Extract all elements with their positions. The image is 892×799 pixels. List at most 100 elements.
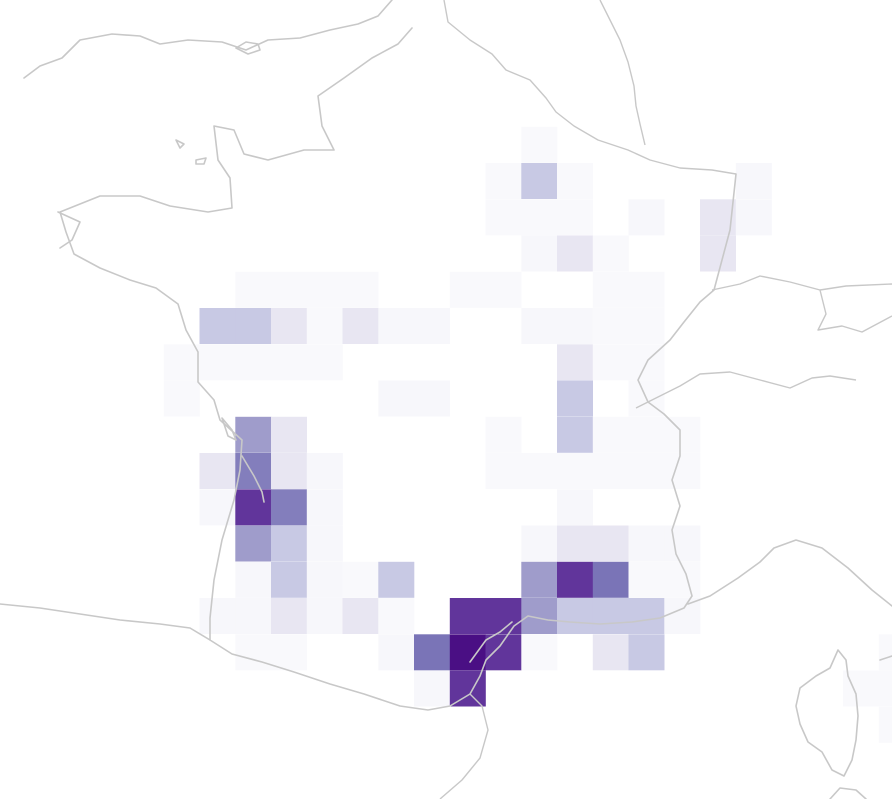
- heatmap-cell: [449, 634, 486, 671]
- heatmap-cell: [878, 670, 892, 707]
- border-austria: [817, 289, 892, 333]
- coastline-oleron: [221, 417, 237, 441]
- heatmap-cell: [235, 308, 272, 344]
- heatmap-cell: [378, 598, 415, 634]
- heatmap-cell: [557, 453, 593, 489]
- heatmap-cell: [235, 561, 272, 598]
- coastline-spain: [0, 603, 211, 641]
- heatmap-cell: [628, 561, 665, 598]
- heatmap-cell: [521, 525, 558, 562]
- heatmap-cell: [592, 344, 629, 381]
- heatmap-cell: [700, 235, 736, 272]
- heatmap-cell: [306, 525, 343, 562]
- heatmap-cell: [521, 453, 558, 489]
- heatmap-cell: [521, 126, 558, 163]
- heatmap-cell: [592, 634, 629, 671]
- heatmap-cell: [414, 670, 450, 707]
- heatmap-cell: [592, 235, 629, 272]
- heatmap-cell: [664, 416, 701, 453]
- heatmap-cell: [414, 380, 450, 417]
- heatmap-cell: [664, 525, 701, 562]
- heatmap-cell: [199, 308, 236, 344]
- border-belgium-germany: [599, 0, 646, 146]
- heatmap-cell: [378, 308, 415, 344]
- heatmap-cell: [342, 308, 379, 344]
- heatmap-cell: [628, 453, 665, 489]
- heatmap-cell: [628, 271, 665, 308]
- heatmap-cell: [521, 561, 558, 598]
- coastline-france: [59, 27, 737, 711]
- heatmap-cell: [235, 271, 272, 308]
- heatmap-cell: [557, 199, 593, 236]
- heatmap-cell: [557, 489, 593, 526]
- heatmap-cell: [628, 598, 665, 634]
- heatmap-cell: [271, 271, 307, 308]
- border-north: [443, 0, 737, 175]
- heatmap-cell: [485, 416, 522, 453]
- heatmap-cell: [557, 308, 593, 344]
- heatmap-cell: [163, 344, 200, 381]
- coastline-isle-of-wight: [235, 41, 261, 55]
- coastline-brittany-detail: [57, 211, 81, 249]
- heatmap-cell: [557, 561, 593, 598]
- heatmap-cell: [521, 308, 558, 344]
- heatmap-cell: [521, 163, 558, 199]
- heatmap-cell: [271, 489, 307, 526]
- heatmap-cell: [271, 561, 307, 598]
- border-switzerland-south: [635, 371, 857, 409]
- heatmap-cell: [485, 163, 522, 199]
- heatmap-cell: [735, 199, 772, 236]
- heatmap-cell: [235, 598, 272, 634]
- heatmap-cell: [628, 634, 665, 671]
- heatmap-cell: [342, 271, 379, 308]
- heatmap-cell: [557, 598, 593, 634]
- heatmap-cell: [628, 525, 665, 562]
- heatmap-cell: [235, 416, 272, 453]
- heatmap-cell: [271, 308, 307, 344]
- heatmap-cell: [199, 344, 236, 381]
- heatmap-cell: [271, 416, 307, 453]
- coastline-italy-south: [879, 655, 892, 661]
- heatmap-cell: [449, 271, 486, 308]
- heatmap-cell: [878, 634, 892, 671]
- border-spain-mediterranean: [439, 693, 489, 799]
- heatmap-cell: [378, 634, 415, 671]
- heatmap-cell: [735, 163, 772, 199]
- heatmap-cell: [378, 561, 415, 598]
- heatmap-cell: [414, 308, 450, 344]
- coastline-italy: [687, 539, 892, 607]
- heatmap-cell: [521, 235, 558, 272]
- heatmap-cell: [235, 634, 272, 671]
- heatmap-cell: [306, 489, 343, 526]
- heatmap-cell: [592, 308, 629, 344]
- heatmap-cell: [485, 453, 522, 489]
- heatmap-cell: [557, 380, 593, 417]
- heatmap-cell: [414, 634, 450, 671]
- heatmap-cell: [664, 453, 701, 489]
- heatmap-cell: [557, 525, 593, 562]
- coastline-corsica: [795, 649, 859, 777]
- heatmap-cell: [306, 561, 343, 598]
- heatmap-cell: [592, 561, 629, 598]
- heatmap-cell: [521, 199, 558, 236]
- heatmap-cell: [271, 634, 307, 671]
- coastline-camargue: [469, 621, 513, 663]
- coastline-sardinia-tip: [829, 787, 867, 799]
- heatmap-cell: [306, 344, 343, 381]
- heatmap-cell: [235, 344, 272, 381]
- heatmap-cell: [199, 598, 236, 634]
- heatmap-cell: [306, 598, 343, 634]
- heatmap-cell: [199, 453, 236, 489]
- heatmap-cell: [628, 416, 665, 453]
- heatmap-cell: [592, 598, 629, 634]
- heatmap-cell: [306, 271, 343, 308]
- heatmap-cell: [628, 308, 665, 344]
- heatmap-grid: [163, 126, 892, 743]
- heatmap-cell: [163, 380, 200, 417]
- heatmap-cell: [592, 453, 629, 489]
- heatmap-cell: [557, 416, 593, 453]
- heatmap-cell: [628, 199, 665, 236]
- heatmap-cell: [485, 271, 522, 308]
